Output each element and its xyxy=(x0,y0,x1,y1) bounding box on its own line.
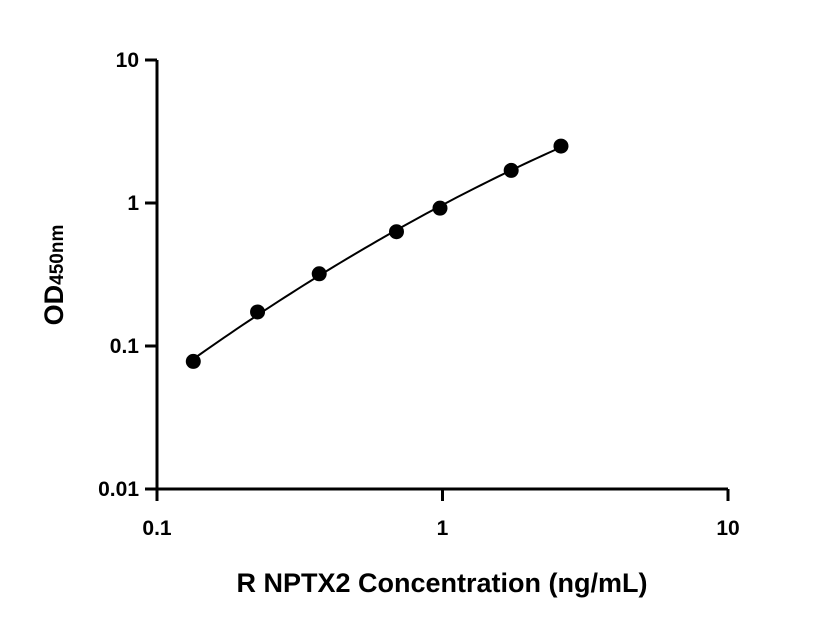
y-tick-label: 0.01 xyxy=(98,478,139,501)
y-axis-title-subscript: 450nm xyxy=(47,225,68,285)
y-tick-label: 1 xyxy=(127,192,139,215)
x-tick-label: 10 xyxy=(716,517,739,540)
y-tick-label: 10 xyxy=(116,49,139,72)
data-points xyxy=(185,138,569,369)
data-point xyxy=(553,138,569,154)
x-axis-title: R NPTX2 Concentration (ng/mL) xyxy=(237,568,648,598)
data-point xyxy=(432,200,448,216)
y-axis-title: OD450nm xyxy=(39,225,69,326)
x-tick-label: 0.1 xyxy=(142,517,172,540)
data-point xyxy=(503,162,519,178)
fit-curve-layer xyxy=(192,146,562,360)
y-tick-label: 0.1 xyxy=(110,335,140,358)
fit-curve xyxy=(192,146,562,360)
data-point xyxy=(250,304,266,320)
x-tick-label: 1 xyxy=(437,517,449,540)
axes xyxy=(155,60,728,491)
data-point xyxy=(388,224,404,240)
data-point xyxy=(185,353,201,369)
y-axis-title-main: OD xyxy=(39,285,69,326)
data-point xyxy=(311,266,327,282)
